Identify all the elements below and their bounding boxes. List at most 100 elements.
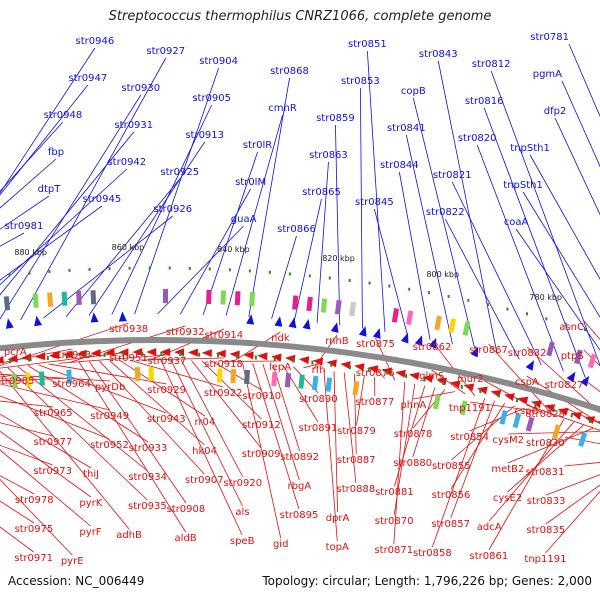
- leader-line: [373, 208, 408, 336]
- tick-dot: [348, 278, 351, 282]
- forward-gene-label: str0816: [465, 96, 504, 107]
- forward-gene-arrow: [302, 318, 311, 330]
- leader-line: [488, 419, 565, 551]
- forward-gene-label: str0820: [458, 133, 497, 144]
- leader-line: [545, 490, 600, 554]
- leader-line: [38, 364, 167, 414]
- reverse-gene-arrow: [463, 383, 475, 392]
- reverse-gene-label: str0827: [545, 380, 584, 391]
- kbp-tick-label: 780 kbp: [529, 293, 562, 302]
- feature-block: [311, 375, 319, 391]
- reverse-gene-label: str0858: [413, 548, 452, 559]
- tick-dot: [235, 354, 238, 359]
- leader-line: [0, 84, 89, 196]
- leader-line: [191, 360, 262, 449]
- feature-block: [134, 367, 141, 382]
- leader-line: [529, 154, 600, 280]
- reverse-gene-label: str0855: [432, 461, 471, 472]
- leader-line: [323, 369, 338, 542]
- leader-line: [0, 444, 53, 466]
- reverse-gene-label: str0937: [148, 356, 187, 367]
- reverse-gene-label: cysE2: [493, 493, 522, 504]
- reverse-gene-label: str0907: [185, 475, 224, 486]
- forward-gene-label: str0859: [316, 113, 355, 124]
- forward-gene-label: str0841: [387, 123, 426, 134]
- reverse-gene-arrow: [7, 354, 18, 363]
- feature-block: [90, 290, 97, 305]
- reverse-gene-arrow: [354, 363, 365, 372]
- leader-line: [262, 363, 300, 481]
- forward-gene-label: str0931: [114, 120, 153, 131]
- reverse-gene-label: str0857: [431, 519, 470, 530]
- leader-line: [0, 351, 129, 369]
- forward-gene-label: str0942: [107, 157, 146, 168]
- feature-block: [206, 289, 212, 305]
- feature-block: [552, 424, 561, 440]
- leader-line: [431, 398, 486, 548]
- leader-line: [88, 361, 187, 504]
- feature-block: [292, 295, 299, 310]
- reverse-gene-arrow: [90, 349, 101, 358]
- leader-line: [99, 360, 205, 475]
- reverse-gene-label: str0914: [204, 330, 243, 341]
- tick-dot: [128, 266, 131, 270]
- reverse-gene-arrow: [146, 347, 157, 356]
- feature-block: [320, 298, 328, 313]
- reverse-gene-label: str0888: [337, 484, 376, 495]
- reverse-gene-label: adhB: [116, 530, 142, 541]
- reverse-gene-label: rr04: [194, 417, 215, 428]
- reverse-gene-label: str0875: [356, 339, 395, 350]
- reverse-gene-label: speB: [230, 536, 255, 547]
- leader-line: [78, 361, 186, 533]
- leader-line: [130, 359, 224, 388]
- reverse-gene-label: thiJ: [83, 469, 99, 480]
- leader-line: [366, 50, 386, 332]
- reverse-gene-arrow: [174, 348, 185, 357]
- tick-dot: [148, 266, 151, 270]
- reverse-gene-label: str0951: [109, 353, 148, 364]
- feature-block: [406, 310, 414, 326]
- reverse-gene-arrow: [257, 352, 268, 361]
- tick-dot: [368, 281, 371, 285]
- tick-dot: [254, 355, 257, 360]
- reverse-gene-label: str0887: [337, 455, 376, 466]
- feature-block: [459, 400, 468, 416]
- reverse-gene-label: adcA: [477, 522, 502, 533]
- leader-line: [0, 47, 96, 194]
- leader-line: [522, 191, 600, 318]
- tick-dot: [179, 352, 182, 357]
- forward-gene-label: tnpSth1: [510, 143, 550, 154]
- forward-gene-label: str0822: [426, 207, 465, 218]
- leader-line: [0, 400, 54, 408]
- tick-dot: [583, 328, 586, 332]
- feature-block: [32, 293, 39, 308]
- reverse-gene-arrow: [395, 369, 406, 378]
- reverse-gene-label: str0835: [526, 525, 565, 536]
- reverse-gene-label: tnp1191: [449, 403, 491, 414]
- reverse-gene-label: cspA: [515, 377, 539, 388]
- leader-line: [0, 500, 35, 524]
- reverse-gene-label: str0867: [469, 345, 508, 356]
- leader-line: [160, 359, 243, 536]
- reverse-gene-arrow: [367, 365, 379, 374]
- reverse-gene-label: rfh: [312, 365, 326, 376]
- reverse-gene-arrow: [201, 349, 212, 358]
- reverse-gene-label: str0975: [15, 524, 54, 535]
- leader-line: [157, 225, 244, 315]
- kbp-tick-label: 880 kbp: [14, 248, 47, 257]
- leader-line: [211, 360, 262, 391]
- leader-line: [0, 168, 128, 286]
- reverse-gene-label: str0891: [299, 423, 338, 434]
- reverse-gene-label: lepA: [269, 362, 291, 373]
- leader-line: [335, 124, 341, 326]
- leader-line: [561, 80, 600, 168]
- tick-dot: [9, 359, 12, 364]
- reverse-gene-label: str0862: [413, 342, 452, 353]
- leader-line: [405, 134, 453, 345]
- feature-block: [352, 380, 360, 396]
- feature-block: [334, 299, 342, 315]
- leader-line: [515, 228, 600, 351]
- leader-line: [140, 357, 224, 361]
- leader-line: [0, 383, 110, 411]
